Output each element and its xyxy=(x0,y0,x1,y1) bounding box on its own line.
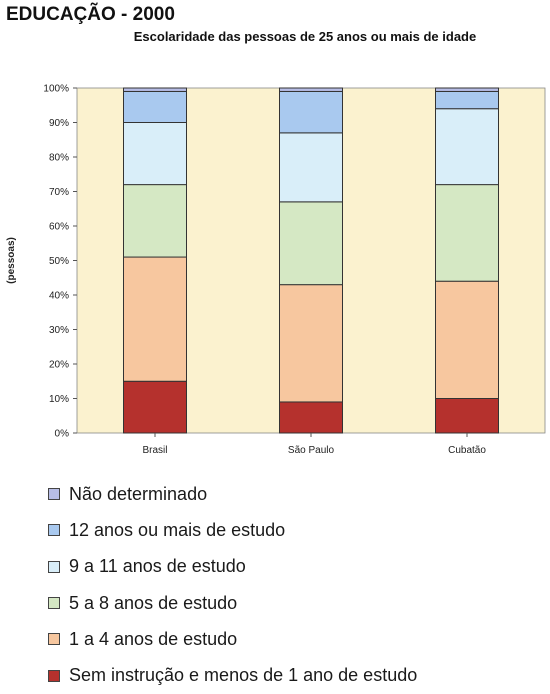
bar-segment xyxy=(123,87,187,92)
bar-segment xyxy=(279,201,343,286)
bar-segment xyxy=(279,87,343,92)
bar-segment xyxy=(123,380,187,434)
bar-segment xyxy=(123,256,187,382)
bar-segment xyxy=(123,90,187,123)
y-axis-label: (pessoas) xyxy=(6,237,17,284)
stacked-bar-chart: 0% 10% 20% 30% 40% 50% 60% 70% 80% 90% 100% (pessoa… xyxy=(6,84,546,456)
legend-item: Não determinado xyxy=(48,476,417,512)
bar-segment xyxy=(435,90,499,110)
legend-item: 9 a 11 anos de estudo xyxy=(48,549,417,585)
legend-swatch xyxy=(48,597,60,610)
y-tick-label: 20% xyxy=(49,360,69,371)
y-tick-label: 90% xyxy=(49,118,69,129)
y-tick-label: 0% xyxy=(55,429,70,440)
bar-segment xyxy=(279,132,343,203)
x-tick-label: Brasil xyxy=(142,445,167,456)
legend-label: 5 a 8 anos de estudo xyxy=(69,592,238,613)
bar-segment xyxy=(435,87,499,92)
legend-item: Sem instrução e menos de 1 ano de estudo xyxy=(48,657,417,693)
y-tick-label: 60% xyxy=(49,222,69,233)
bar-segment xyxy=(435,280,499,400)
legend-label: Sem instrução e menos de 1 ano de estudo xyxy=(69,665,418,686)
legend-label: 1 a 4 anos de estudo xyxy=(69,628,238,649)
legend-label: 9 a 11 anos de estudo xyxy=(69,556,246,577)
legend-item: 1 a 4 anos de estudo xyxy=(48,621,417,657)
x-tick-label: Cubatão xyxy=(448,445,486,456)
y-tick-label: 100% xyxy=(43,84,69,95)
y-tick-label: 50% xyxy=(49,256,69,267)
legend-swatch xyxy=(48,560,60,573)
bar-segment xyxy=(279,401,343,434)
legend-label: 12 anos ou mais de estudo xyxy=(69,519,286,540)
bar-segment xyxy=(435,398,499,434)
y-tick-label: 80% xyxy=(49,153,69,164)
chart-subtitle: Escolaridade das pessoas de 25 anos ou m… xyxy=(133,29,477,44)
y-tick-label: 70% xyxy=(49,187,69,198)
bar-segment xyxy=(435,108,499,186)
y-tick-label: 40% xyxy=(49,291,69,302)
legend-item: 5 a 8 anos de estudo xyxy=(48,585,417,621)
bar-segment xyxy=(279,90,343,134)
bar-segment xyxy=(123,184,187,258)
legend-item: 12 anos ou mais de estudo xyxy=(48,512,417,548)
x-tick-label: São Paulo xyxy=(288,445,335,456)
legend-swatch xyxy=(48,488,60,501)
legend-swatch xyxy=(48,669,60,682)
legend-swatch xyxy=(48,524,60,537)
y-tick-label: 10% xyxy=(49,394,69,405)
bar-segment xyxy=(123,122,187,186)
legend-swatch xyxy=(48,633,60,646)
chart-legend: Não determinado 12 anos ou mais de estudo… xyxy=(48,476,417,694)
legend-label: Não determinado xyxy=(69,483,208,504)
bar-segment xyxy=(435,184,499,282)
y-tick-label: 30% xyxy=(49,325,69,336)
bar-segment xyxy=(279,284,343,403)
chart-title: EDUCAÇÃO - 2000 xyxy=(6,4,175,25)
